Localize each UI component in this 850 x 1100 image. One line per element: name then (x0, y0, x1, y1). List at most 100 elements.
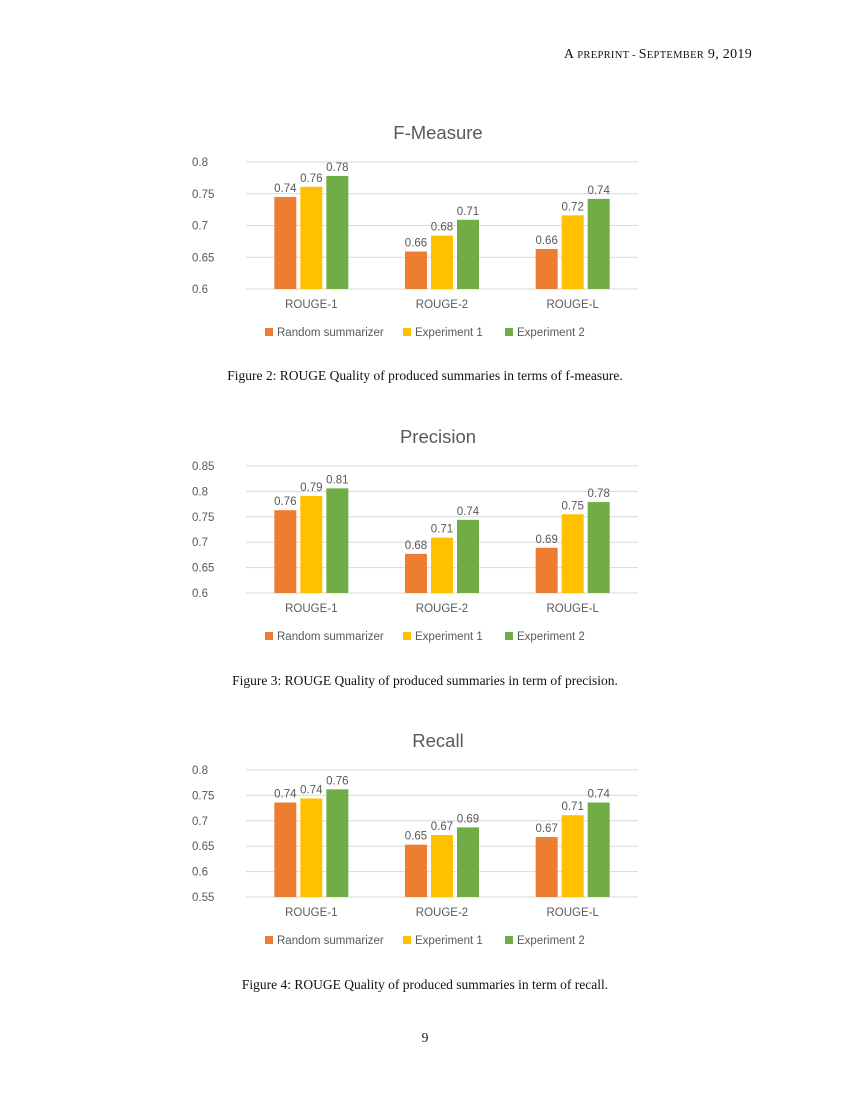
y-tick-label: 0.55 (192, 892, 214, 904)
header-prefix-small: PREPRINT - (577, 50, 639, 61)
data-label: 0.65 (405, 831, 427, 843)
bar-exp2 (326, 488, 349, 593)
x-category-label: ROUGE-L (546, 907, 599, 919)
x-category-label: ROUGE-2 (416, 603, 468, 615)
legend-label: Random summarizer (277, 935, 384, 947)
data-label: 0.79 (300, 482, 322, 494)
bar-exp2 (457, 519, 479, 593)
header-prefix-big: A (563, 47, 578, 62)
data-label: 0.74 (300, 784, 323, 796)
y-tick-label: 0.75 (192, 512, 214, 524)
chart-title: Recall (412, 730, 463, 751)
legend-swatch-random (265, 632, 273, 640)
data-label: 0.69 (535, 534, 557, 546)
bar-exp1 (431, 537, 453, 593)
bar-random (405, 553, 427, 593)
y-tick-label: 0.75 (192, 790, 214, 802)
chart-title: Precision (400, 426, 476, 447)
bar-exp2 (457, 827, 479, 897)
bar-random (405, 844, 427, 897)
legend-label: Experiment 2 (517, 631, 585, 643)
data-label: 0.81 (326, 474, 348, 486)
legend-label: Experiment 2 (517, 935, 585, 947)
data-label: 0.68 (431, 222, 453, 234)
header-month-big: S (638, 47, 647, 62)
y-tick-label: 0.6 (192, 867, 208, 879)
bar-exp1 (431, 235, 453, 289)
y-tick-label: 0.8 (192, 765, 208, 777)
data-label: 0.67 (535, 823, 557, 835)
x-category-label: ROUGE-L (546, 603, 599, 615)
legend-label: Random summarizer (277, 631, 384, 643)
legend-label: Random summarizer (277, 327, 384, 339)
data-label: 0.71 (457, 206, 479, 218)
bar-exp2 (457, 219, 479, 289)
data-label: 0.71 (561, 801, 583, 813)
running-header: A PREPRINT - SEPTEMBER 9, 2019 (564, 47, 752, 63)
bar-exp2 (326, 175, 349, 289)
data-label: 0.78 (587, 488, 609, 500)
figure-4-caption: Figure 4: ROUGE Quality of produced summ… (241, 977, 609, 992)
x-category-label: ROUGE-1 (285, 603, 337, 615)
legend-swatch-random (265, 328, 273, 336)
bar-random (405, 251, 427, 289)
data-label: 0.67 (431, 821, 453, 833)
y-tick-label: 0.7 (192, 816, 208, 828)
y-tick-label: 0.6 (192, 588, 208, 600)
data-label: 0.74 (587, 789, 610, 801)
chart-precision: Precision 0.6 0.65 0.7 0.75 0.8 0.85 ROUGE-1 0.7… (192, 426, 638, 643)
y-tick-label: 0.7 (192, 537, 208, 549)
figure-3-caption: Figure 3: ROUGE Quality of produced summ… (232, 673, 618, 688)
data-label: 0.74 (587, 185, 610, 197)
x-category-label: ROUGE-2 (416, 299, 468, 311)
page-number: 9 (421, 1030, 429, 1045)
y-tick-label: 0.65 (192, 252, 214, 264)
legend-swatch-random (265, 936, 273, 944)
x-category-label: ROUGE-2 (416, 907, 468, 919)
header-month-small: EPTEMBER (646, 50, 705, 61)
data-label: 0.74 (274, 789, 297, 801)
bar-exp1 (561, 215, 584, 289)
y-tick-label: 0.8 (192, 157, 208, 169)
legend-label: Experiment 1 (415, 631, 483, 643)
bar-exp1 (300, 495, 323, 593)
data-label: 0.71 (431, 524, 453, 536)
legend-swatch-exp1 (403, 632, 411, 640)
legend-label: Experiment 2 (517, 327, 585, 339)
legend-label: Experiment 1 (415, 327, 483, 339)
data-label: 0.72 (561, 201, 583, 213)
bar-exp2 (587, 198, 610, 289)
y-tick-label: 0.75 (192, 189, 214, 201)
chart-f-measure: F-Measure0.60.650.70.750.8ROUGE-10.740.7… (192, 122, 638, 339)
y-tick-label: 0.65 (192, 841, 214, 853)
bar-random (535, 248, 558, 289)
data-label: 0.74 (457, 506, 480, 518)
legend-swatch-exp2 (505, 632, 513, 640)
bar-random (274, 196, 297, 289)
bar-exp2 (326, 789, 349, 897)
y-tick-label: 0.65 (192, 563, 214, 575)
bar-random (535, 837, 558, 897)
y-tick-label: 0.6 (192, 284, 208, 296)
data-label: 0.69 (457, 813, 479, 825)
data-label: 0.78 (326, 162, 348, 174)
x-category-label: ROUGE-1 (285, 907, 337, 919)
bar-random (274, 802, 297, 897)
data-label: 0.76 (274, 496, 296, 508)
bar-exp2 (587, 802, 610, 897)
legend-swatch-exp1 (403, 936, 411, 944)
legend-swatch-exp2 (505, 936, 513, 944)
data-label: 0.75 (561, 500, 583, 512)
legend-swatch-exp1 (403, 328, 411, 336)
x-category-label: ROUGE-L (546, 299, 599, 311)
data-label: 0.76 (326, 775, 348, 787)
chart-title: F-Measure (393, 122, 482, 143)
data-label: 0.66 (535, 235, 557, 247)
bar-random (274, 510, 297, 593)
header-date-rest: 9, 2019 (704, 47, 752, 62)
data-label: 0.76 (300, 173, 322, 185)
bar-exp1 (300, 798, 323, 897)
y-tick-label: 0.8 (192, 486, 208, 498)
bar-exp1 (561, 815, 584, 897)
legend-swatch-exp2 (505, 328, 513, 336)
